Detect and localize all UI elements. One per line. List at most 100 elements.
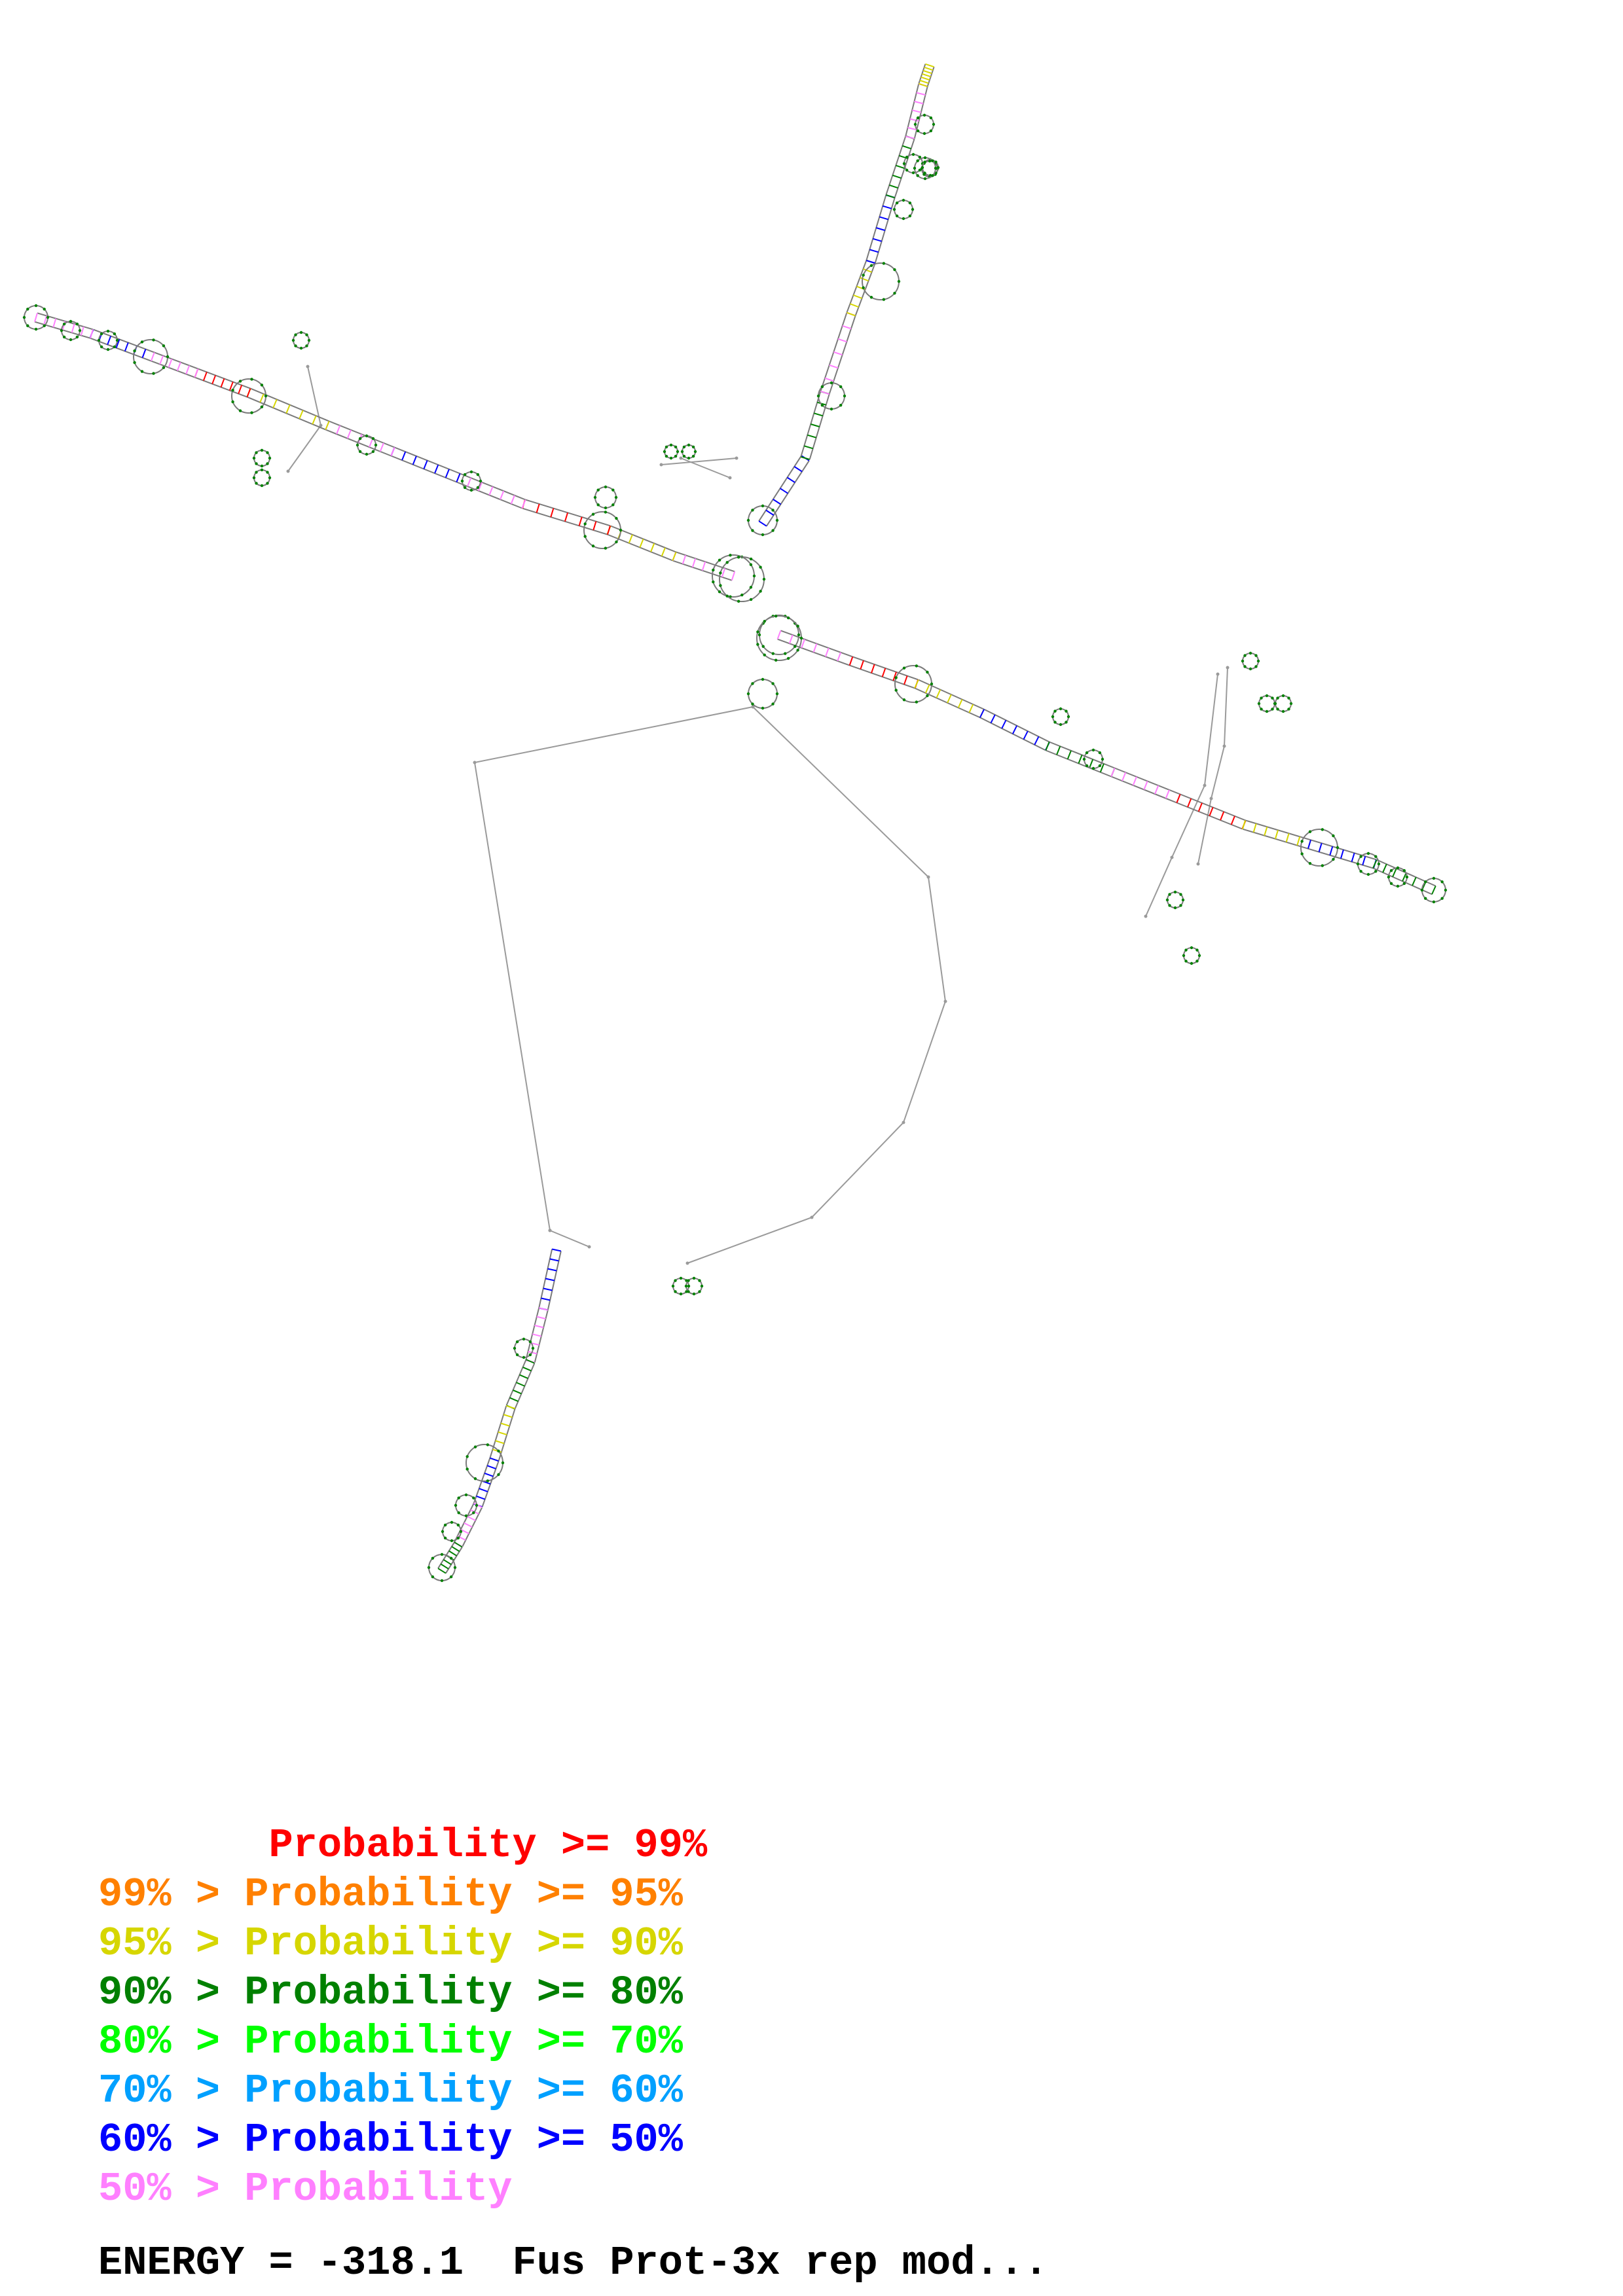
loop-nucleotide: [453, 1566, 457, 1570]
base-pair: [801, 456, 810, 460]
loop-nucleotide: [1085, 751, 1089, 755]
loop-nucleotide: [775, 692, 779, 696]
base-pair: [789, 634, 793, 644]
loop-nucleotide: [75, 335, 79, 339]
loop-nucleotide: [1082, 757, 1086, 761]
loop-nucleotide: [682, 454, 686, 458]
loop-nucleotide: [674, 1279, 677, 1282]
loop-nucleotide: [250, 411, 253, 414]
base-pair: [1340, 850, 1344, 859]
loop-nucleotide: [665, 454, 668, 458]
loop-nucleotide: [371, 450, 375, 454]
backbone-node: [1209, 797, 1213, 800]
loop-nucleotide: [725, 561, 729, 564]
loop-nucleotide: [1184, 960, 1188, 963]
loop-nucleotide: [1260, 708, 1263, 711]
loop-nucleotide: [255, 482, 258, 485]
loop-nucleotide: [775, 518, 779, 522]
loop-nucleotide: [472, 1496, 475, 1499]
loop-nucleotide: [476, 486, 480, 490]
loop-nucleotide: [1332, 834, 1335, 838]
base-pair: [1209, 807, 1214, 816]
rna-secondary-structure: [22, 63, 1448, 1583]
base-pair: [509, 1397, 519, 1403]
loop-nucleotide: [43, 324, 46, 327]
loop-nucleotide: [440, 1552, 444, 1556]
loop-nucleotide: [1098, 764, 1102, 768]
loop-nucleotide: [591, 545, 595, 548]
backbone-node: [319, 423, 323, 427]
loop-nucleotide: [1265, 694, 1269, 698]
loop-nucleotide: [133, 361, 136, 365]
base-pair: [448, 1550, 458, 1556]
loop-nucleotide: [528, 1340, 532, 1344]
base-pair: [1296, 836, 1301, 846]
base-pair: [513, 1389, 522, 1395]
loop-nucleotide: [761, 504, 765, 508]
loop: [756, 615, 802, 661]
loop-nucleotide: [796, 624, 799, 628]
base-pair: [914, 679, 919, 689]
base-pair: [701, 562, 706, 571]
base-pair: [1056, 745, 1061, 755]
loop-nucleotide: [152, 338, 155, 342]
base-pair: [1045, 742, 1050, 751]
base-pair: [52, 318, 57, 328]
base-pair: [883, 205, 892, 209]
loop-nucleotide: [463, 486, 467, 490]
loop-nucleotide: [1332, 857, 1335, 861]
loop-nucleotide: [469, 470, 473, 474]
loop-nucleotide: [255, 471, 258, 474]
loop-nucleotide: [902, 698, 906, 702]
base-pair: [916, 92, 926, 96]
base-pair: [921, 76, 930, 81]
backbone-node: [735, 456, 739, 460]
loop-nucleotide: [1374, 855, 1377, 858]
loop-nucleotide: [1440, 897, 1444, 900]
loop-nucleotide: [1432, 900, 1436, 904]
loop-nucleotide: [1396, 866, 1400, 870]
base-pair: [1110, 768, 1116, 777]
base-pair: [903, 675, 908, 685]
loop-nucleotide: [771, 682, 775, 685]
base-pair: [817, 401, 826, 406]
loop-nucleotide: [771, 509, 775, 512]
loop-nucleotide: [799, 636, 803, 640]
base-pair: [500, 1422, 510, 1427]
backbone-node: [1203, 783, 1207, 787]
loop-nucleotide: [497, 1449, 500, 1453]
base-pair: [1318, 843, 1322, 852]
loop: [894, 665, 932, 703]
loop-nucleotide: [687, 456, 691, 460]
loop-nucleotide: [1265, 709, 1269, 713]
loop-nucleotide: [737, 556, 740, 559]
base-pair: [896, 164, 905, 170]
loop-nucleotide: [737, 600, 740, 603]
loop-nucleotide: [1173, 906, 1177, 910]
legend-row-99: Probability >= 99%: [98, 1822, 708, 1869]
loop-nucleotide: [604, 506, 608, 510]
base-pair: [479, 1488, 488, 1492]
loop-nucleotide: [746, 692, 750, 696]
loop-nucleotide: [936, 166, 940, 170]
base-pair: [168, 359, 173, 368]
loop-nucleotide: [1336, 846, 1340, 850]
base-pair: [879, 216, 888, 221]
loop-nucleotide: [26, 324, 29, 327]
loop-nucleotide: [691, 454, 695, 458]
base-pair: [476, 1496, 486, 1500]
base-pair: [495, 1440, 505, 1444]
loop-nucleotide: [1276, 696, 1279, 700]
loop-nucleotide: [1374, 870, 1377, 873]
base-pair: [564, 512, 569, 522]
loop-nucleotide: [869, 296, 873, 299]
base-pair: [793, 466, 803, 473]
backbone-node: [1170, 855, 1174, 859]
loop-nucleotide: [1424, 880, 1427, 884]
loop-nucleotide: [763, 620, 766, 623]
base-pair: [107, 336, 112, 345]
loop-nucleotide: [923, 177, 927, 181]
loop-nucleotide: [893, 291, 896, 295]
loop-nucleotide: [902, 666, 906, 670]
loop-nucleotide: [615, 516, 618, 520]
